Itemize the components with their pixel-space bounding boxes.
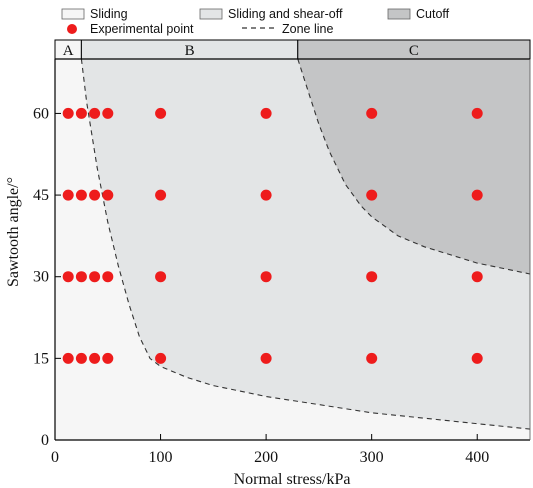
experimental-point bbox=[260, 352, 272, 364]
experimental-point bbox=[471, 352, 483, 364]
experimental-point bbox=[260, 271, 272, 283]
zone-label-b: B bbox=[185, 43, 195, 59]
experimental-point bbox=[260, 107, 272, 119]
legend-label-2: Cutoff bbox=[416, 7, 450, 21]
experimental-point bbox=[75, 271, 87, 283]
legend-background bbox=[55, 2, 530, 40]
y-axis-ticks: 0 15 30 45 60 bbox=[33, 105, 61, 449]
x-tick-label: 0 bbox=[51, 449, 59, 466]
legend-swatch-0 bbox=[61, 8, 85, 20]
zone-lines bbox=[80, 59, 530, 430]
experimental-point bbox=[102, 271, 114, 283]
legend: Sliding Sliding and shear-off Cutoff Experi… bbox=[55, 2, 530, 40]
x-axis-ticks: 0 100 200 300 400 bbox=[51, 434, 489, 466]
x-tick-label: 100 bbox=[149, 449, 173, 466]
experimental-point bbox=[366, 189, 378, 201]
zone-line-2 bbox=[297, 59, 530, 275]
zone-label-c: C bbox=[409, 43, 419, 59]
x-tick-label: 300 bbox=[360, 449, 384, 466]
experimental-point bbox=[155, 189, 167, 201]
experimental-point bbox=[366, 107, 378, 119]
y-tick-label: 60 bbox=[33, 105, 49, 122]
experimental-point bbox=[366, 352, 378, 364]
legend-label-1: Sliding and shear-off bbox=[228, 7, 343, 21]
x-axis-title: Normal stress/kPa bbox=[234, 471, 351, 488]
experimental-point bbox=[102, 352, 114, 364]
zone-regions bbox=[55, 59, 530, 440]
experimental-point bbox=[102, 189, 114, 201]
y-tick-label: 45 bbox=[33, 187, 49, 204]
experimental-point bbox=[471, 189, 483, 201]
legend-label-3: Experimental point bbox=[90, 22, 194, 36]
experimental-point bbox=[75, 189, 87, 201]
zone-label-a: A bbox=[63, 43, 74, 59]
experimental-points bbox=[62, 107, 483, 364]
legend-label-0: Sliding bbox=[90, 7, 128, 21]
legend-swatch-1 bbox=[199, 8, 223, 20]
y-tick-label: 0 bbox=[41, 432, 49, 449]
experimental-point bbox=[155, 107, 167, 119]
experimental-point bbox=[102, 107, 114, 119]
zone-header-bar: A B C bbox=[54, 39, 531, 60]
experimental-point bbox=[62, 352, 74, 364]
experimental-point bbox=[89, 271, 101, 283]
y-tick-label: 15 bbox=[33, 350, 49, 367]
experimental-point bbox=[75, 107, 87, 119]
experimental-point bbox=[89, 352, 101, 364]
experimental-point bbox=[62, 189, 74, 201]
legend-label-4: Zone line bbox=[282, 22, 333, 36]
experimental-point bbox=[471, 107, 483, 119]
legend-marker bbox=[67, 24, 77, 34]
experimental-point bbox=[62, 271, 74, 283]
experimental-point bbox=[89, 189, 101, 201]
y-axis-title: Sawtooth angle/° bbox=[5, 177, 22, 287]
experimental-point bbox=[62, 107, 74, 119]
experimental-point bbox=[75, 352, 87, 364]
y-tick-label: 30 bbox=[33, 269, 49, 286]
experimental-point bbox=[155, 352, 167, 364]
experimental-point bbox=[471, 271, 483, 283]
experimental-point bbox=[89, 107, 101, 119]
experimental-point bbox=[155, 271, 167, 283]
experimental-point bbox=[260, 189, 272, 201]
x-tick-label: 400 bbox=[465, 449, 489, 466]
axes bbox=[54, 58, 531, 441]
x-tick-label: 200 bbox=[254, 449, 278, 466]
zone-line-1 bbox=[80, 59, 530, 430]
legend-swatch-2 bbox=[387, 8, 411, 20]
experimental-point bbox=[366, 271, 378, 283]
